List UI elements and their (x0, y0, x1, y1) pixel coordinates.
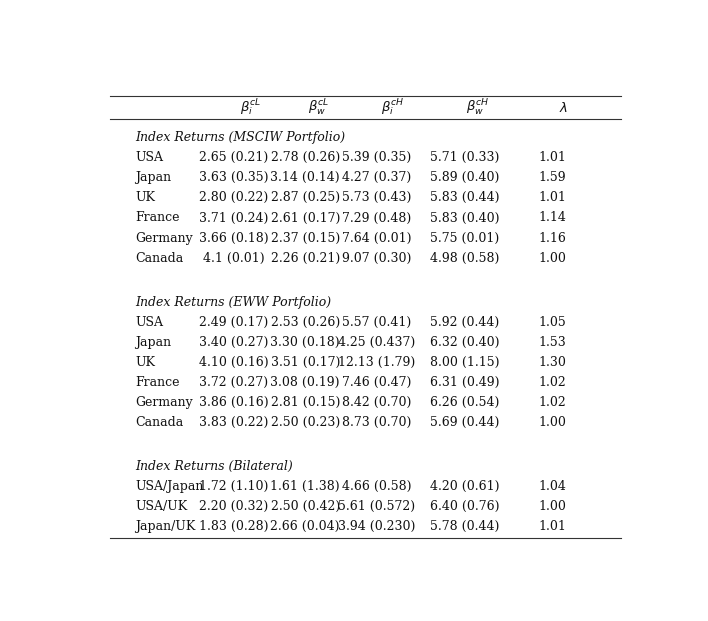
Text: 3.83 (0.22): 3.83 (0.22) (199, 416, 268, 429)
Text: 1.04: 1.04 (538, 480, 566, 493)
Text: 2.53 (0.26): 2.53 (0.26) (270, 315, 340, 329)
Text: 3.30 (0.18): 3.30 (0.18) (270, 336, 340, 349)
Text: 9.07 (0.30): 9.07 (0.30) (342, 252, 411, 265)
Text: 2.66 (0.04): 2.66 (0.04) (270, 520, 340, 533)
Text: 1.61 (1.38): 1.61 (1.38) (270, 480, 340, 493)
Text: 2.65 (0.21): 2.65 (0.21) (199, 152, 268, 164)
Text: 1.59: 1.59 (538, 171, 566, 184)
Text: 5.89 (0.40): 5.89 (0.40) (430, 171, 499, 184)
Text: 3.14 (0.14): 3.14 (0.14) (270, 171, 340, 184)
Text: USA/UK: USA/UK (135, 501, 188, 514)
Text: Index Returns (MSCIW Portfolio): Index Returns (MSCIW Portfolio) (135, 131, 346, 144)
Text: 6.26 (0.54): 6.26 (0.54) (430, 396, 499, 409)
Text: Japan: Japan (135, 336, 171, 349)
Text: 1.02: 1.02 (538, 396, 566, 409)
Text: 8.00 (1.15): 8.00 (1.15) (430, 356, 499, 369)
Text: UK: UK (135, 356, 155, 369)
Text: $\lambda$: $\lambda$ (559, 101, 568, 115)
Text: 4.1 (0.01): 4.1 (0.01) (203, 252, 265, 265)
Text: 3.71 (0.24): 3.71 (0.24) (199, 212, 268, 224)
Text: 3.72 (0.27): 3.72 (0.27) (200, 376, 268, 389)
Text: 1.00: 1.00 (538, 416, 566, 429)
Text: 1.02: 1.02 (538, 376, 566, 389)
Text: Japan: Japan (135, 171, 171, 184)
Text: 4.98 (0.58): 4.98 (0.58) (430, 252, 499, 265)
Text: 5.92 (0.44): 5.92 (0.44) (430, 315, 499, 329)
Text: 8.42 (0.70): 8.42 (0.70) (342, 396, 411, 409)
Text: USA: USA (135, 315, 163, 329)
Text: France: France (135, 376, 180, 389)
Text: 1.83 (0.28): 1.83 (0.28) (199, 520, 268, 533)
Text: 1.30: 1.30 (538, 356, 566, 369)
Text: 5.57 (0.41): 5.57 (0.41) (342, 315, 411, 329)
Text: $\beta_w^{cH}$: $\beta_w^{cH}$ (467, 98, 490, 118)
Text: 5.61 (0.572): 5.61 (0.572) (338, 501, 415, 514)
Text: 1.14: 1.14 (538, 212, 566, 224)
Text: 4.25 (0.437): 4.25 (0.437) (338, 336, 415, 349)
Text: $\beta_w^{cL}$: $\beta_w^{cL}$ (309, 98, 329, 118)
Text: 2.50 (0.42): 2.50 (0.42) (270, 501, 340, 514)
Text: 2.61 (0.17): 2.61 (0.17) (270, 212, 340, 224)
Text: $\beta_i^{cH}$: $\beta_i^{cH}$ (382, 98, 405, 118)
Text: 1.16: 1.16 (538, 232, 566, 245)
Text: 3.86 (0.16): 3.86 (0.16) (199, 396, 269, 409)
Text: USA/Japan: USA/Japan (135, 480, 203, 493)
Text: 2.49 (0.17): 2.49 (0.17) (199, 315, 268, 329)
Text: 5.69 (0.44): 5.69 (0.44) (430, 416, 499, 429)
Text: 2.50 (0.23): 2.50 (0.23) (270, 416, 340, 429)
Text: 5.75 (0.01): 5.75 (0.01) (430, 232, 499, 245)
Text: 2.87 (0.25): 2.87 (0.25) (270, 191, 340, 204)
Text: 1.72 (1.10): 1.72 (1.10) (199, 480, 268, 493)
Text: 1.00: 1.00 (538, 252, 566, 265)
Text: 2.80 (0.22): 2.80 (0.22) (199, 191, 268, 204)
Text: 3.66 (0.18): 3.66 (0.18) (199, 232, 269, 245)
Text: UK: UK (135, 191, 155, 204)
Text: Index Returns (EWW Portfolio): Index Returns (EWW Portfolio) (135, 296, 331, 309)
Text: 4.10 (0.16): 4.10 (0.16) (199, 356, 269, 369)
Text: 3.40 (0.27): 3.40 (0.27) (199, 336, 268, 349)
Text: 2.37 (0.15): 2.37 (0.15) (270, 232, 340, 245)
Text: USA: USA (135, 152, 163, 164)
Text: 5.83 (0.40): 5.83 (0.40) (430, 212, 499, 224)
Text: 7.29 (0.48): 7.29 (0.48) (342, 212, 411, 224)
Text: 7.46 (0.47): 7.46 (0.47) (342, 376, 411, 389)
Text: 1.01: 1.01 (538, 152, 566, 164)
Text: France: France (135, 212, 180, 224)
Text: 1.01: 1.01 (538, 520, 566, 533)
Text: 2.81 (0.15): 2.81 (0.15) (270, 396, 340, 409)
Text: 2.20 (0.32): 2.20 (0.32) (199, 501, 268, 514)
Text: $\beta_i^{cL}$: $\beta_i^{cL}$ (240, 98, 261, 118)
Text: 4.20 (0.61): 4.20 (0.61) (430, 480, 499, 493)
Text: 7.64 (0.01): 7.64 (0.01) (342, 232, 411, 245)
Text: 5.83 (0.44): 5.83 (0.44) (430, 191, 499, 204)
Text: 3.08 (0.19): 3.08 (0.19) (270, 376, 340, 389)
Text: 5.73 (0.43): 5.73 (0.43) (342, 191, 411, 204)
Text: 6.40 (0.76): 6.40 (0.76) (430, 501, 499, 514)
Text: Japan/UK: Japan/UK (135, 520, 195, 533)
Text: 12.13 (1.79): 12.13 (1.79) (338, 356, 415, 369)
Text: 1.00: 1.00 (538, 501, 566, 514)
Text: 4.27 (0.37): 4.27 (0.37) (342, 171, 411, 184)
Text: 4.66 (0.58): 4.66 (0.58) (342, 480, 411, 493)
Text: 1.05: 1.05 (538, 315, 566, 329)
Text: 5.71 (0.33): 5.71 (0.33) (430, 152, 499, 164)
Text: 1.53: 1.53 (538, 336, 566, 349)
Text: 6.31 (0.49): 6.31 (0.49) (430, 376, 499, 389)
Text: 2.26 (0.21): 2.26 (0.21) (270, 252, 340, 265)
Text: 8.73 (0.70): 8.73 (0.70) (342, 416, 411, 429)
Text: 5.78 (0.44): 5.78 (0.44) (430, 520, 499, 533)
Text: 2.78 (0.26): 2.78 (0.26) (270, 152, 340, 164)
Text: Index Returns (Bilateral): Index Returns (Bilateral) (135, 460, 293, 473)
Text: 3.51 (0.17): 3.51 (0.17) (270, 356, 340, 369)
Text: 5.39 (0.35): 5.39 (0.35) (342, 152, 411, 164)
Text: 3.63 (0.35): 3.63 (0.35) (199, 171, 268, 184)
Text: 1.01: 1.01 (538, 191, 566, 204)
Text: Canada: Canada (135, 416, 183, 429)
Text: Canada: Canada (135, 252, 183, 265)
Text: Germany: Germany (135, 232, 193, 245)
Text: 6.32 (0.40): 6.32 (0.40) (430, 336, 499, 349)
Text: Germany: Germany (135, 396, 193, 409)
Text: 3.94 (0.230): 3.94 (0.230) (338, 520, 416, 533)
